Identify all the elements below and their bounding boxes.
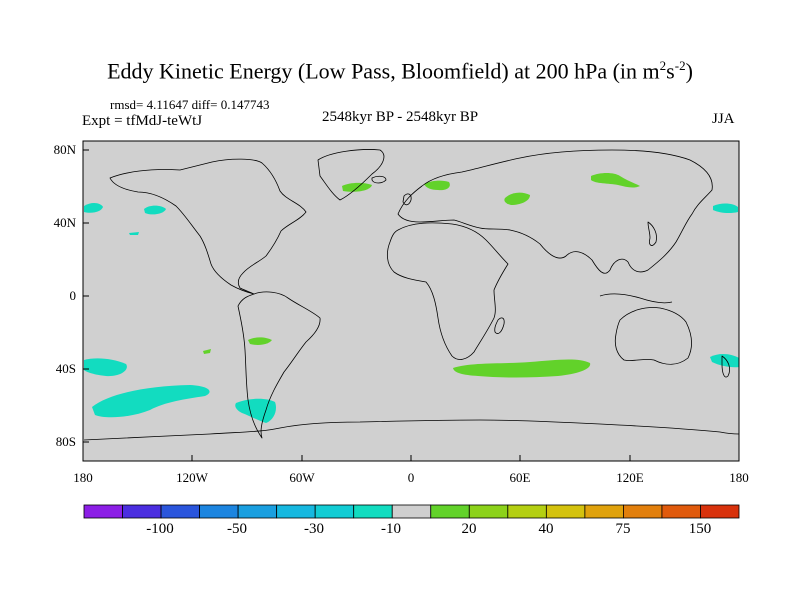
teal-patch-south-america — [235, 398, 276, 423]
green-patch-scandinavia — [424, 180, 450, 191]
australia-outline — [614, 307, 692, 365]
teal-patch-small-pacific — [129, 232, 139, 235]
title-exponent-2: -2 — [674, 58, 686, 73]
new-zealand-outline — [721, 355, 730, 378]
map-background — [83, 141, 739, 461]
teal-patch-north-pacific — [144, 205, 166, 215]
greenland-outline — [317, 149, 385, 201]
title-unit-s: s — [666, 58, 675, 84]
colorbar-swatch — [160, 504, 200, 519]
colorbar-label-neg30: -30 — [304, 521, 324, 537]
y-label-40n: 40N — [53, 215, 76, 230]
colorbar-swatch — [545, 504, 586, 519]
colorbar-swatch — [468, 504, 509, 519]
title-exponent-1: 2 — [659, 58, 667, 73]
colorbar-swatch — [430, 504, 470, 519]
teal-patch-east-pacific-south — [710, 354, 739, 368]
colorbar-swatch — [584, 504, 624, 519]
colorbar-swatch — [391, 504, 432, 519]
colorbar-swatch — [276, 504, 316, 519]
green-patch-south-atlantic — [248, 337, 272, 345]
stats-text: rmsd= 4.11647 diff= 0.147743 — [110, 97, 270, 112]
green-patch-indian-ocean — [453, 359, 591, 378]
x-label-60e: 60E — [509, 470, 531, 485]
colorbar-label-75: 75 — [615, 521, 631, 537]
colorbar-swatch — [314, 504, 355, 519]
colorbar — [83, 504, 740, 519]
x-label-0: 0 — [407, 470, 415, 485]
colorbar-swatch — [353, 504, 393, 519]
colorbar-swatch — [237, 504, 278, 519]
colorbar-swatch — [623, 504, 663, 519]
teal-patch-north-pacific-west — [84, 203, 103, 213]
x-label-60w: 60W — [289, 470, 315, 485]
green-patch-siberia — [591, 173, 640, 188]
plot-title: Eddy Kinetic Energy (Low Pass, Bloomfiel… — [0, 58, 800, 84]
axis-ticks — [83, 149, 631, 461]
title-text: Eddy Kinetic Energy (Low Pass, Bloomfiel… — [107, 58, 660, 84]
teal-patch-south-pacific-a — [84, 358, 127, 377]
season-label: JJA — [712, 111, 735, 127]
title-close: ) — [685, 58, 693, 84]
colorbar-label-neg100: -100 — [146, 521, 174, 537]
colorbar-swatch — [83, 504, 123, 519]
y-label-40s: 40S — [55, 361, 76, 376]
green-patch-north-atlantic — [342, 182, 372, 192]
x-label-120e: 120E — [616, 470, 644, 485]
experiment-label: Expt = tfMdJ-teWtJ — [82, 113, 203, 129]
colorbar-label-neg10: -10 — [381, 521, 401, 537]
colorbar-label-20: 20 — [461, 521, 477, 537]
madagascar-outline — [494, 317, 505, 334]
y-label-80s: 80S — [55, 434, 76, 449]
x-label-120w: 120W — [176, 470, 208, 485]
x-label-180w: 180 — [73, 470, 93, 485]
colorbar-label-150: 150 — [688, 521, 712, 537]
colorbar-label-40: 40 — [538, 521, 554, 537]
south-america-outline — [237, 291, 321, 439]
eurasia-outline — [397, 149, 713, 274]
colorbar-swatch — [507, 504, 547, 519]
colorbar-swatch — [661, 504, 701, 519]
iceland-outline — [371, 175, 387, 184]
colorbar-swatch — [700, 504, 740, 519]
anomaly-patches — [84, 173, 739, 423]
y-label-80n: 80N — [53, 142, 76, 157]
teal-patch-south-pacific-b — [92, 385, 210, 418]
north-america-outline — [109, 158, 307, 295]
uk-outline — [402, 193, 412, 206]
antarctica-outline — [83, 419, 740, 441]
green-patch-small-south — [203, 349, 211, 354]
colorbar-label-neg50: -50 — [227, 521, 247, 537]
coastlines — [83, 149, 740, 441]
japan-outline — [647, 221, 657, 246]
teal-patch-east-pacific-north — [713, 203, 738, 214]
colorbar-swatch — [199, 504, 239, 519]
x-label-180e: 180 — [729, 470, 749, 485]
africa-outline — [386, 222, 509, 360]
green-patch-central-asia — [504, 192, 530, 205]
y-label-0: 0 — [69, 288, 77, 303]
indonesia-outline — [599, 293, 673, 304]
period-label: 2548kyr BP - 2548kyr BP — [322, 109, 479, 125]
colorbar-swatch — [122, 504, 162, 519]
